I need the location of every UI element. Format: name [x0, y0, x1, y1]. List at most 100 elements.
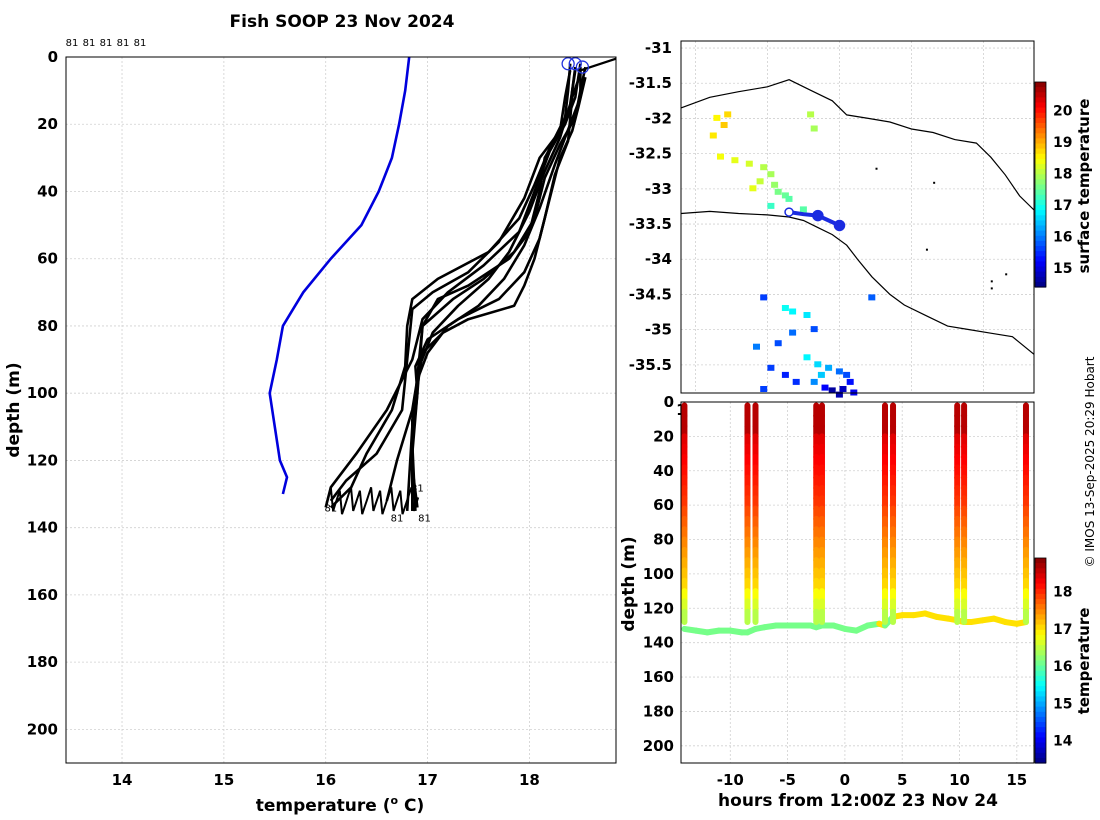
colorbar-swatch: [1035, 691, 1046, 697]
colorbar-swatch: [1035, 604, 1046, 610]
colorbar-swatch: [1035, 128, 1046, 134]
colorbar-swatch: [1035, 665, 1046, 672]
y-tick-label: 100: [643, 565, 674, 583]
x-tick-label: 15: [1006, 771, 1027, 789]
colorbar-swatch: [1035, 153, 1046, 160]
y-tick-label: 0: [48, 48, 58, 66]
sst-cell: [785, 195, 793, 202]
colorbar-swatch: [1035, 722, 1046, 728]
colorbar-swatch: [1035, 143, 1046, 150]
y-tick-label: 120: [27, 451, 58, 469]
x-axis-label-superscript: o: [391, 794, 399, 807]
y-tick-label: -31.5: [629, 74, 672, 92]
sst-cell: [760, 386, 768, 392]
sst-cell: [713, 114, 721, 121]
track-position-marker: [833, 219, 846, 232]
y-tick-label: 120: [643, 599, 674, 617]
x-tick-label: 16: [315, 771, 336, 789]
colorbar-swatch: [1035, 629, 1046, 636]
sst-cell: [781, 305, 789, 311]
temperature-profile-line: [329, 486, 420, 515]
credit-text: © IMOS 13-Sep-2025 20:29 Hobart: [1083, 356, 1097, 567]
coastline: [680, 79, 1035, 211]
sst-cell: [753, 343, 760, 350]
cast-number-label: 81: [66, 38, 79, 49]
colorbar-swatch: [1035, 599, 1046, 605]
colorbar-swatch: [1035, 138, 1046, 145]
y-tick-label: 200: [27, 720, 58, 738]
colorbar-swatch: [1035, 563, 1046, 569]
y-tick-label: -32: [645, 109, 672, 127]
sst-cell: [814, 361, 822, 368]
y-tick-label: 100: [27, 384, 58, 402]
y-tick-label: 200: [643, 737, 674, 755]
colorbar-swatch: [1035, 681, 1046, 687]
island: [933, 181, 936, 184]
colorbar-tick-label: 15: [1053, 696, 1072, 712]
colorbar-tick-label: 16: [1053, 659, 1072, 675]
plot-area: [681, 402, 1034, 763]
y-tick-label: 20: [37, 115, 58, 133]
sst-cell: [792, 378, 800, 385]
x-tick-label: 10: [949, 771, 970, 789]
y-tick-label: 60: [653, 496, 674, 514]
map-area: [681, 41, 1034, 393]
colorbar-swatch: [1035, 650, 1046, 656]
colorbar-swatch: [1035, 624, 1046, 631]
sst-cell: [843, 371, 851, 378]
cast-number-label: 81: [391, 514, 404, 525]
cast-number-label: 81: [411, 483, 424, 494]
sst-cell: [810, 378, 818, 385]
island: [875, 167, 878, 170]
colorbar-swatch: [1035, 645, 1046, 651]
colorbar-swatch: [1035, 164, 1046, 170]
colorbar-swatch: [1035, 189, 1046, 196]
island: [925, 248, 928, 251]
profile-lines: [268, 57, 616, 515]
colorbar-swatch: [1035, 169, 1046, 175]
sst-cell: [749, 185, 757, 192]
colorbar-swatch: [1035, 619, 1046, 626]
colorbar-swatch: [1035, 634, 1046, 641]
sst-cell: [767, 171, 775, 178]
colorbar-swatch: [1035, 107, 1046, 114]
sst-cell: [821, 384, 829, 391]
colorbar-swatch: [1035, 184, 1046, 191]
colorbar-label: temperature: [1075, 608, 1093, 715]
colorbar-swatch: [1035, 179, 1046, 186]
island: [990, 280, 993, 283]
colorbar-swatch: [1035, 573, 1046, 580]
sst-cell: [781, 192, 789, 199]
x-tick-label: 14: [112, 771, 133, 789]
colorbar-tick-label: 18: [1053, 585, 1072, 601]
y-tick-label: 60: [37, 250, 58, 268]
map-panel: -31 -31.5 -32 -32.5 -33 -33.5 -34 -34.5 -35 -35.5…: [629, 39, 1093, 419]
colorbar-swatch: [1035, 148, 1046, 155]
track-start-marker: [784, 207, 794, 217]
x-tick-label: 17: [417, 771, 438, 789]
y-tick-label: -33.5: [629, 215, 672, 233]
sst-cell: [799, 206, 807, 213]
temperature-profile-line: [411, 67, 582, 508]
plot-area: [66, 57, 616, 763]
sst-cell: [774, 340, 782, 347]
plot-frame: [65, 56, 617, 764]
colorbar-swatch: [1035, 558, 1046, 564]
colorbar-swatch: [1035, 568, 1046, 574]
y-tick-label: 80: [653, 531, 674, 549]
colorbar-swatch: [1035, 583, 1046, 590]
colorbar-swatch: [1035, 281, 1046, 288]
y-tick-label: 40: [37, 182, 58, 200]
sst-cell: [807, 111, 815, 118]
sst-cell: [789, 308, 797, 315]
colorbar-swatch: [1035, 686, 1046, 692]
y-tick-label: 140: [643, 634, 674, 652]
y-tick-label: -34.5: [629, 285, 672, 303]
colorbar-swatch: [1035, 87, 1046, 93]
sst-cell: [756, 178, 764, 185]
sst-cell: [835, 368, 843, 375]
colorbar-swatch: [1035, 82, 1046, 88]
x-tick-label: -10: [717, 771, 744, 789]
sst-cell: [839, 386, 847, 392]
y-tick-label: -31: [645, 39, 672, 57]
